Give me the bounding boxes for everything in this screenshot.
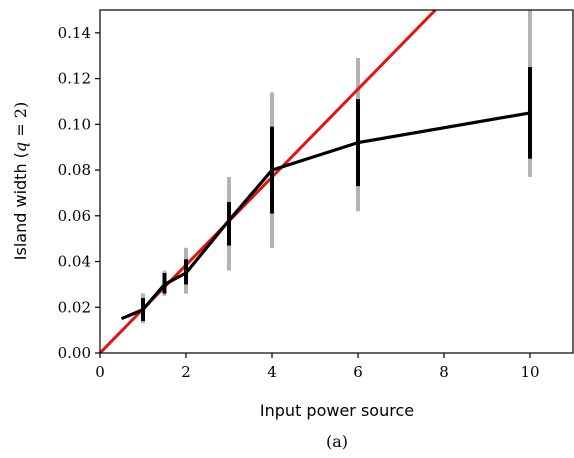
y-tick-label: 0.14	[58, 24, 91, 42]
y-axis-label-var: q	[11, 142, 30, 152]
y-tick-label: 0.06	[58, 207, 91, 225]
x-tick-label: 0	[95, 363, 105, 381]
x-tick-label: 8	[439, 363, 449, 381]
y-axis-label: Island width (q = 2)	[11, 102, 30, 260]
x-axis-label: Input power source	[260, 401, 414, 420]
y-tick-label: 0.10	[58, 115, 91, 133]
axes: 0 2 4 6 8 10 0.00 0.02 0.04 0.06 0.08 0.10 0.12 0.14	[58, 9, 574, 381]
axes-frame	[99, 9, 574, 354]
x-tick-label: 6	[353, 363, 363, 381]
y-tick-label: 0.08	[58, 161, 91, 179]
plot-area	[100, 10, 532, 353]
y-axis-label-suffix: = 2)	[11, 102, 30, 142]
y-tick-label: 0.04	[58, 253, 91, 271]
y-tick-label: 0.00	[58, 344, 91, 362]
y-axis-label-prefix: Island width (	[11, 152, 30, 260]
y-tick-label: 0.02	[58, 298, 91, 316]
x-tick-label: 4	[267, 363, 277, 381]
y-tick-label: 0.12	[58, 70, 91, 88]
x-tick-label: 10	[520, 363, 539, 381]
series-line-data	[120, 111, 531, 321]
plot-clip-group	[100, 10, 532, 353]
figure-caption: (a)	[326, 432, 348, 451]
x-tick-label: 2	[181, 363, 191, 381]
